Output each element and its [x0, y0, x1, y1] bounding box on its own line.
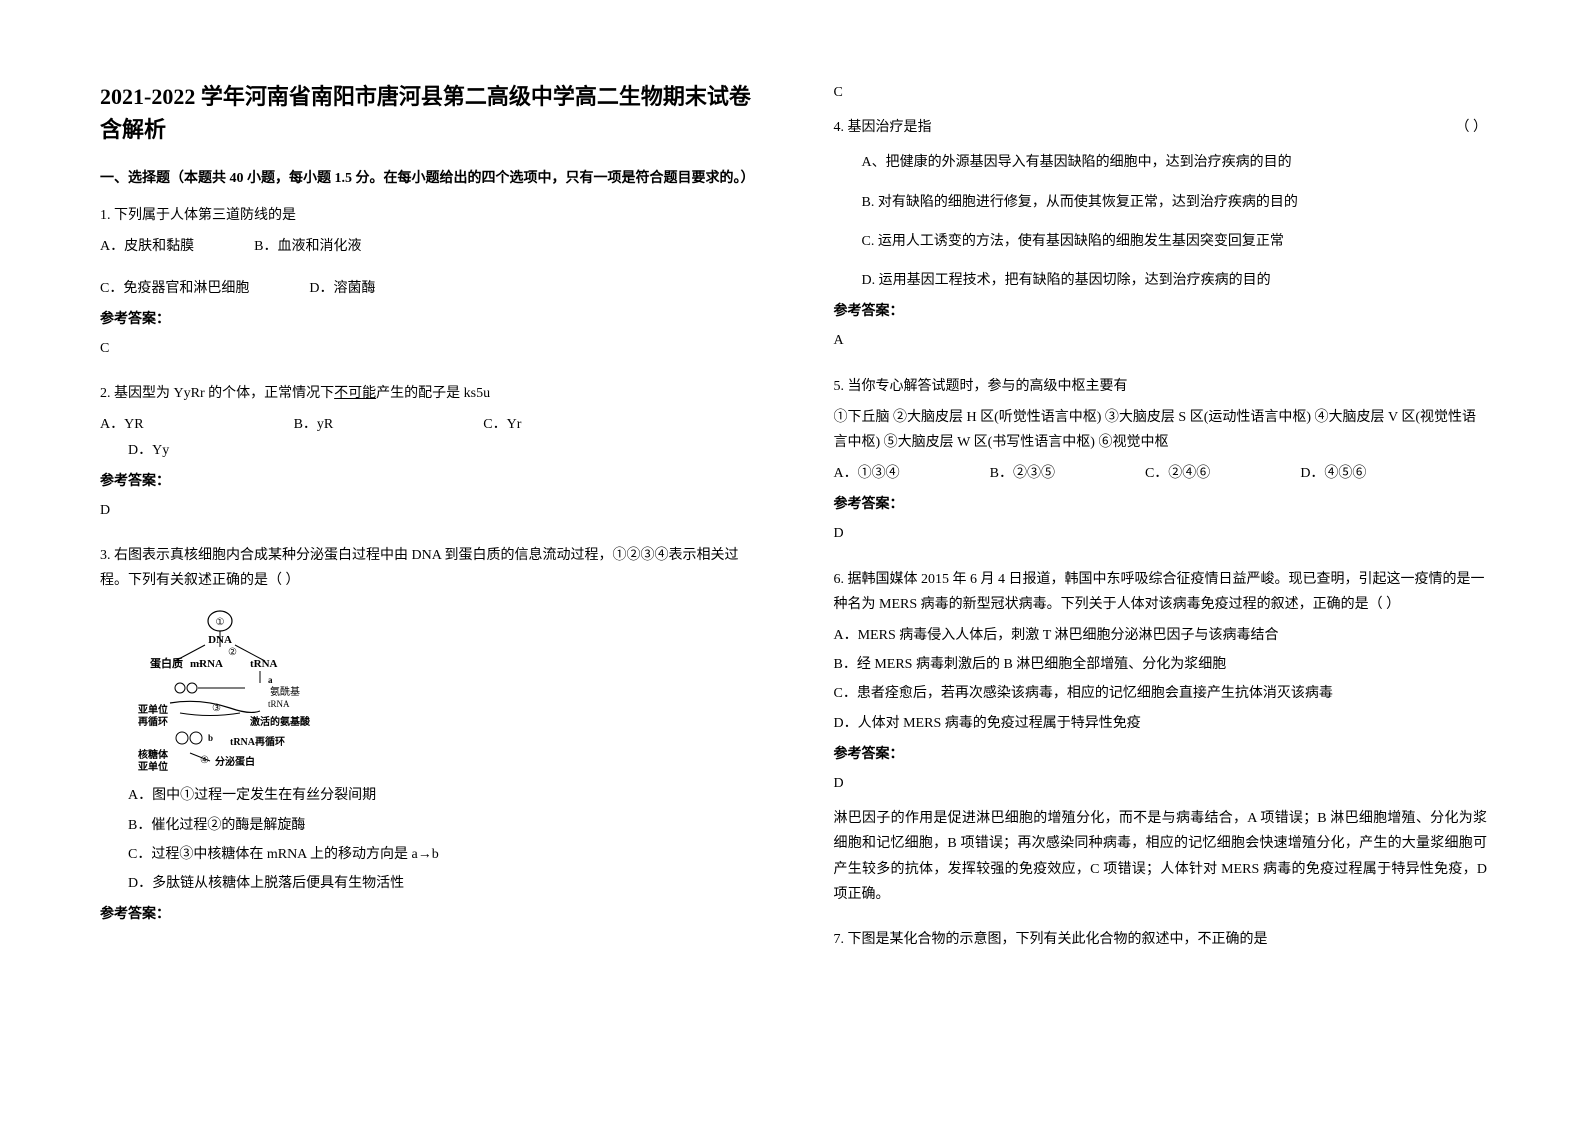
question-6: 6. 据韩国媒体 2015 年 6 月 4 日报道，韩国中东呼吸综合征疫情日益严…: [834, 567, 1488, 917]
question-1: 1. 下列属于人体第三道防线的是 A．皮肤和黏膜 B．血液和消化液 C．免疫器官…: [100, 203, 754, 371]
q6-opt-c: C．患者痊愈后，若再次感染该病毒，相应的记忆细胞会直接产生抗体消灭该病毒: [834, 681, 1488, 706]
diagram-subunit: 亚单位: [138, 703, 168, 716]
q3-diagram: ① DNA ② 蛋白质 mRNA ← tRNA a 氨酰基 tRNA 亚单位 再…: [120, 603, 320, 773]
q1-answer-label: 参考答案：: [100, 307, 754, 332]
q2-answer-label: 参考答案：: [100, 469, 754, 494]
q5-answer: D: [834, 521, 1488, 546]
right-column: C 4. 基因治疗是指 （ ） A、把健康的外源基因导入有基因缺陷的细胞中，达到…: [834, 80, 1488, 1042]
section-header: 一、选择题（本题共 40 小题，每小题 1.5 分。在每小题给出的四个选项中，只…: [100, 166, 754, 191]
diagram-ribosome: 核糖体: [138, 748, 169, 761]
diagram-trna: tRNA: [250, 658, 278, 670]
q3-answer: C: [834, 80, 1488, 105]
diagram-b: b: [208, 733, 213, 743]
q5-opt-b: B．②③⑤: [990, 461, 1055, 486]
q5-opt-d: D．④⑤⑥: [1300, 461, 1366, 486]
q6-text: 6. 据韩国媒体 2015 年 6 月 4 日报道，韩国中东呼吸综合征疫情日益严…: [834, 567, 1488, 617]
exam-title: 2021-2022 学年河南省南阳市唐河县第二高级中学高二生物期末试卷含解析: [100, 80, 754, 146]
q1-options: A．皮肤和黏膜 B．血液和消化液 C．免疫器官和淋巴细胞 D．溶菌酶: [100, 234, 754, 300]
q2-opt-b: B．yR: [294, 412, 334, 437]
q6-opt-b: B．经 MERS 病毒刺激后的 B 淋巴细胞全部增殖、分化为浆细胞: [834, 652, 1488, 677]
q4-opt-a: A、把健康的外源基因导入有基因缺陷的细胞中，达到治疗疾病的目的: [834, 150, 1488, 175]
question-7: 7. 下图是某化合物的示意图，下列有关此化合物的叙述中，不正确的是: [834, 927, 1488, 958]
q2-opt-d: D．Yy: [100, 438, 754, 463]
q3-opt-a: A．图中①过程一定发生在有丝分裂间期: [100, 783, 754, 808]
diagram-aa-acyl: 氨酰基: [270, 685, 300, 698]
q2-text: 2. 基因型为 YyRr 的个体，正常情况下不可能产生的配子是 ks5u: [100, 381, 754, 406]
q2-opt-a: A．YR: [100, 412, 144, 437]
q5-opt-c: C．②④⑥: [1145, 461, 1210, 486]
q2-opt-c: C．Yr: [483, 412, 521, 437]
q6-explanation: 淋巴因子的作用是促进淋巴细胞的增殖分化，而不是与病毒结合，A 项错误；B 淋巴细…: [834, 806, 1488, 907]
q3-opt-b: B．催化过程②的酶是解旋酶: [100, 813, 754, 838]
diagram-protein: 蛋白质: [150, 656, 183, 670]
diagram-num2: ②: [228, 647, 237, 658]
diagram-num3: ③: [212, 703, 221, 714]
diagram-trna-recycle: tRNA再循环: [230, 735, 285, 748]
q5-answer-label: 参考答案：: [834, 492, 1488, 517]
q3-answer-label: 参考答案：: [100, 902, 754, 927]
q4-text: 4. 基因治疗是指 （ ）: [834, 115, 1488, 140]
question-4: 4. 基因治疗是指 （ ） A、把健康的外源基因导入有基因缺陷的细胞中，达到治疗…: [834, 115, 1488, 363]
q6-opt-d: D．人体对 MERS 病毒的免疫过程属于特异性免疫: [834, 711, 1488, 736]
q2-answer: D: [100, 498, 754, 523]
q3-opt-c: C．过程③中核糖体在 mRNA 上的移动方向是 a→b: [100, 842, 754, 867]
q5-options: A．①③④ B．②③⑤ C．②④⑥ D．④⑤⑥: [834, 461, 1488, 486]
q2-options: A．YR B．yR C．Yr D．Yy: [100, 412, 754, 462]
q4-answer: A: [834, 328, 1488, 353]
diagram-a: a: [268, 675, 273, 685]
q1-opt-d: D．溶菌酶: [309, 276, 375, 301]
svg-text:←: ←: [195, 657, 204, 667]
question-2: 2. 基因型为 YyRr 的个体，正常情况下不可能产生的配子是 ks5u A．Y…: [100, 381, 754, 533]
diagram-num1: ①: [216, 617, 225, 628]
q4-answer-label: 参考答案：: [834, 299, 1488, 324]
q5-text: 5. 当你专心解答试题时，参与的高级中枢主要有: [834, 374, 1488, 399]
q5-opt-a: A．①③④: [834, 461, 900, 486]
diagram-ltrna: tRNA: [268, 699, 290, 709]
q7-text: 7. 下图是某化合物的示意图，下列有关此化合物的叙述中，不正确的是: [834, 927, 1488, 952]
question-3: 3. 右图表示真核细胞内合成某种分泌蛋白过程中由 DNA 到蛋白质的信息流动过程…: [100, 543, 754, 931]
q6-opt-a: A．MERS 病毒侵入人体后，刺激 T 淋巴细胞分泌淋巴因子与该病毒结合: [834, 623, 1488, 648]
q4-opt-d: D. 运用基因工程技术，把有缺陷的基因切除，达到治疗疾病的目的: [834, 268, 1488, 293]
q1-opt-a: A．皮肤和黏膜: [100, 234, 194, 259]
question-5: 5. 当你专心解答试题时，参与的高级中枢主要有 ①下丘脑 ②大脑皮层 H 区(听…: [834, 374, 1488, 557]
q1-answer: C: [100, 336, 754, 361]
left-column: 2021-2022 学年河南省南阳市唐河县第二高级中学高二生物期末试卷含解析 一…: [100, 80, 754, 1042]
q6-answer: D: [834, 771, 1488, 796]
diagram-activated: 激活的氨基酸: [250, 715, 311, 728]
q5-line2: ①下丘脑 ②大脑皮层 H 区(听觉性语言中枢) ③大脑皮层 S 区(运动性语言中…: [834, 405, 1488, 455]
q3-text: 3. 右图表示真核细胞内合成某种分泌蛋白过程中由 DNA 到蛋白质的信息流动过程…: [100, 543, 754, 593]
diagram-subunit2: 亚单位: [138, 760, 168, 773]
q1-opt-b: B．血液和消化液: [254, 234, 361, 259]
q1-text: 1. 下列属于人体第三道防线的是: [100, 203, 754, 228]
q4-opt-c: C. 运用人工诱变的方法，使有基因缺陷的细胞发生基因突变回复正常: [834, 229, 1488, 254]
diagram-recycle: 再循环: [138, 715, 168, 728]
q1-opt-c: C．免疫器官和淋巴细胞: [100, 276, 249, 301]
q4-opt-b: B. 对有缺陷的细胞进行修复，从而使其恢复正常，达到治疗疾病的目的: [834, 190, 1488, 215]
q3-opt-d: D．多肽链从核糖体上脱落后便具有生物活性: [100, 871, 754, 896]
diagram-secrete: 分泌蛋白: [215, 755, 255, 768]
q6-answer-label: 参考答案：: [834, 742, 1488, 767]
